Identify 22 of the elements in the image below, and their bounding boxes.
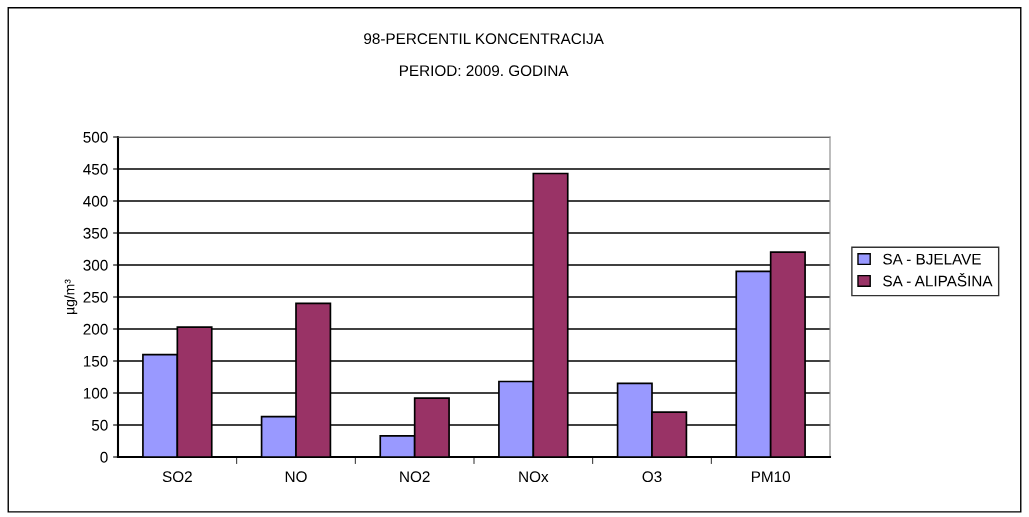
y-tick-label: 200: [83, 323, 108, 335]
x-tick-label: O3: [642, 471, 662, 483]
y-tick-label: 300: [83, 259, 108, 271]
x-tick-label: PM10: [751, 471, 791, 483]
x-tick-label: NO2: [400, 471, 430, 483]
y-tick-label: 150: [83, 355, 108, 367]
x-tick-label: NO: [285, 471, 307, 483]
y-tick-label: 500: [83, 131, 108, 143]
x-tick-label: NOx: [519, 471, 549, 483]
chart-title: 98-PERCENTIL KONCENTRACIJA: [364, 33, 604, 45]
y-tick-label: 400: [83, 195, 108, 207]
y-tick-label: 0: [100, 451, 108, 463]
y-tick-label: 50: [91, 419, 108, 431]
y-tick-label: 100: [83, 387, 108, 399]
chart-subtitle: PERIOD: 2009. GODINA: [399, 65, 569, 77]
y-tick-label: 450: [83, 163, 108, 175]
x-tick-label: SO2: [162, 471, 192, 483]
legend-label: SA - BJELAVE: [883, 253, 981, 265]
y-tick-label: 350: [83, 227, 108, 239]
legend-label: SA - ALIPAŠINA: [883, 272, 993, 287]
y-axis-title: µg/m³: [64, 279, 78, 314]
y-tick-label: 250: [83, 291, 108, 303]
